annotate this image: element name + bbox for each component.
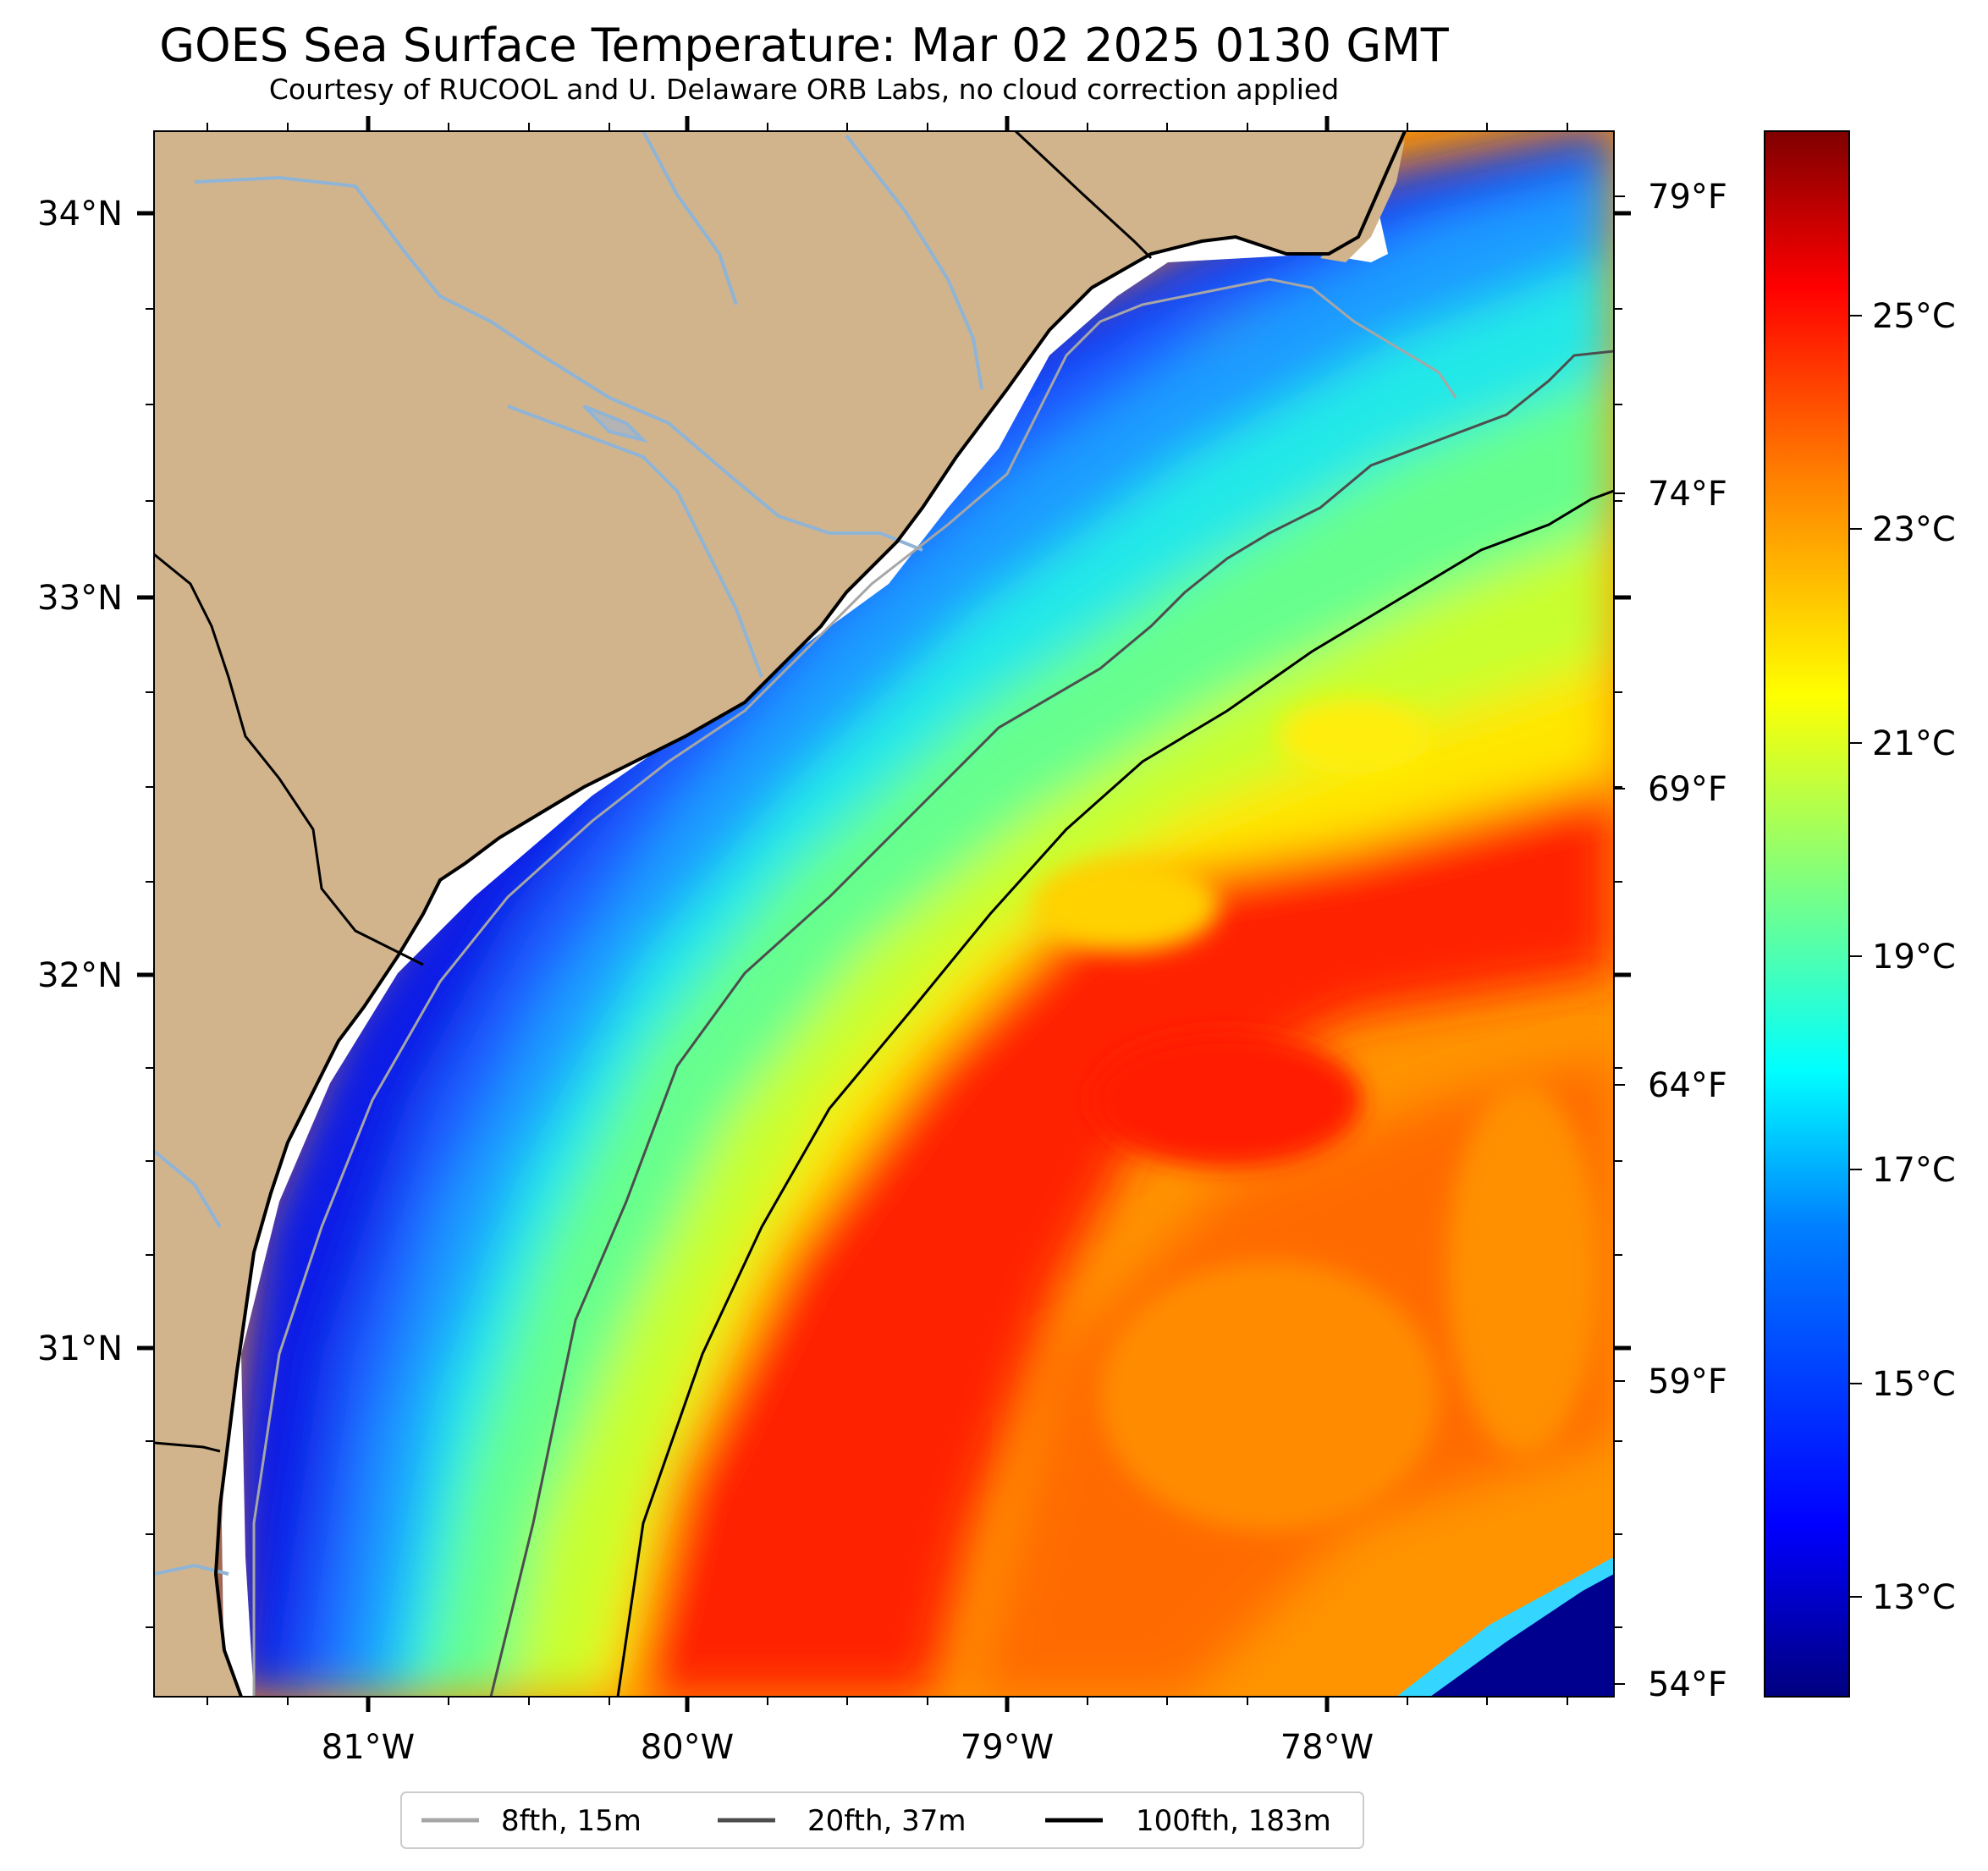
latitude-labels: 34°N 33°N 32°N 31°N [37, 195, 123, 1368]
river-upper [642, 131, 738, 305]
sst-eddy-yellow-2 [1278, 698, 1430, 774]
map-frame [153, 130, 1615, 1698]
colorbar-label-25c: 25°C [1872, 297, 1956, 336]
contour-legend: 8fth, 15m 20fth, 37m 100fth, 183m [400, 1791, 1364, 1849]
land-mass [154, 131, 1405, 1697]
legend-label-8fth: 8fth, 15m [501, 1804, 642, 1838]
lat-label-32n: 32°N [37, 956, 123, 995]
fahrenheit-label-69: 69°F [1648, 770, 1727, 809]
contour-8fth [252, 278, 1457, 1697]
border-nc-sc [1014, 131, 1153, 260]
sst-eddy-orange-2 [1447, 1083, 1600, 1456]
coastline [213, 131, 1407, 1697]
barrier-island [1320, 140, 1405, 262]
legend-label-20fth: 20fth, 37m [807, 1804, 966, 1838]
map-area [154, 131, 1614, 1697]
lat-label-33n: 33°N [37, 579, 123, 618]
map-title: GOES Sea Surface Temperature: Mar 02 202… [159, 19, 1449, 72]
colorbar-label-23c: 23°C [1872, 510, 1956, 549]
colorbar-label-15c: 15°C [1872, 1365, 1956, 1404]
fahrenheit-label-79: 79°F [1648, 178, 1727, 217]
fahrenheit-label-64: 64°F [1648, 1066, 1727, 1105]
sst-cold-corner-edge [1396, 1557, 1614, 1697]
contour-20fth [489, 349, 1614, 1697]
border-sc-ga [154, 553, 424, 966]
fahrenheit-label-59: 59°F [1648, 1362, 1727, 1401]
lon-label-79w: 79°W [961, 1728, 1054, 1767]
lon-label-80w: 80°W [641, 1728, 734, 1767]
longitude-labels: 81°W 80°W 79°W 78°W [322, 1728, 1374, 1767]
legend-label-100fth: 100fth, 183m [1136, 1804, 1331, 1838]
rivers [154, 131, 983, 1576]
lake-marion [582, 404, 649, 443]
fahrenheit-label-54: 54°F [1648, 1665, 1727, 1704]
fahrenheit-label-74: 74°F [1648, 475, 1727, 514]
river-waccamaw [845, 134, 983, 390]
colorbar-bar [1764, 130, 1850, 1698]
sst-eddies [1033, 698, 1600, 1532]
sst-band-red-core [609, 762, 1614, 1697]
state-borders [154, 131, 1153, 1453]
lat-label-34n: 34°N [37, 195, 123, 234]
river-santee [507, 404, 763, 678]
border-ga-coast [154, 1441, 221, 1453]
river-pee-dee [194, 175, 923, 552]
map-subtitle: Courtesy of RUCOOL and U. Delaware ORB L… [268, 73, 1340, 106]
lat-label-31n: 31°N [37, 1329, 123, 1368]
sst-eddy-red [1092, 1032, 1363, 1168]
colorbar-label-13c: 13°C [1872, 1578, 1956, 1617]
sst-eddy-yellow [1033, 859, 1219, 952]
colorbar: 25°C 23°C 21°C 19°C 17°C 15°C 13°C [1764, 130, 1956, 1698]
contour-100fth [616, 489, 1614, 1697]
river-edisto [154, 1149, 222, 1229]
lon-label-81w: 81°W [322, 1728, 415, 1767]
sst-eddy-orange-1 [1100, 1261, 1439, 1532]
colorbar-label-19c: 19°C [1872, 938, 1956, 977]
colorbar-label-17c: 17°C [1872, 1151, 1956, 1190]
colorbar-label-21c: 21°C [1872, 724, 1956, 763]
legend-box [400, 1791, 1364, 1849]
axis-ticks [137, 116, 1631, 1712]
lon-label-78w: 78°W [1280, 1728, 1374, 1767]
fahrenheit-axis: 79°F 74°F 69°F 64°F 59°F 54°F [1614, 178, 1727, 1704]
